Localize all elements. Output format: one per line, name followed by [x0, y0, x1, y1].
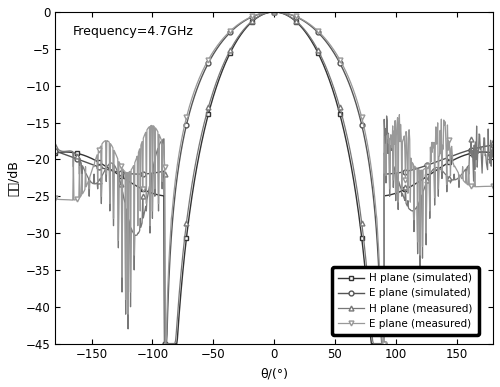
Y-axis label: 幅度/dB: 幅度/dB	[7, 160, 20, 196]
H plane (measured)	[451, 172, 457, 176]
E plane (measured)	[311, 26, 317, 30]
H plane (simulated)	[52, 151, 58, 156]
H plane (simulated)	[268, 10, 274, 14]
H plane (simulated)	[354, 202, 360, 207]
H plane (measured)	[168, 341, 173, 346]
H plane (simulated)	[148, 190, 154, 195]
E plane (measured)	[490, 183, 496, 188]
H plane (simulated)	[311, 43, 317, 48]
E plane (measured)	[168, 228, 173, 233]
E plane (measured)	[451, 164, 457, 169]
H plane (measured)	[271, 10, 277, 14]
E plane (measured)	[148, 123, 154, 128]
E plane (measured)	[271, 10, 277, 14]
X-axis label: θ/(°): θ/(°)	[260, 367, 288, 380]
E plane (simulated)	[168, 244, 173, 248]
H plane (measured)	[52, 144, 58, 149]
Line: E plane (simulated): E plane (simulated)	[52, 10, 496, 346]
H plane (simulated)	[451, 158, 457, 162]
E plane (simulated)	[354, 106, 360, 111]
E plane (measured)	[162, 341, 168, 346]
H plane (measured)	[148, 174, 154, 179]
H plane (measured)	[354, 190, 360, 194]
Line: H plane (simulated): H plane (simulated)	[52, 10, 496, 346]
E plane (simulated)	[148, 171, 154, 176]
H plane (measured)	[490, 140, 496, 144]
E plane (measured)	[268, 10, 274, 14]
H plane (simulated)	[162, 341, 168, 346]
Line: E plane (measured): E plane (measured)	[52, 10, 496, 346]
E plane (simulated)	[451, 153, 457, 158]
E plane (simulated)	[52, 149, 58, 153]
Legend: H plane (simulated), E plane (simulated), H plane (measured), E plane (measured): H plane (simulated), E plane (simulated)…	[332, 267, 479, 335]
E plane (simulated)	[268, 10, 274, 14]
H plane (simulated)	[168, 341, 173, 346]
H plane (measured)	[162, 341, 168, 346]
E plane (measured)	[52, 196, 58, 201]
Line: H plane (measured): H plane (measured)	[52, 10, 496, 346]
E plane (simulated)	[490, 143, 496, 147]
E plane (simulated)	[162, 341, 168, 346]
H plane (simulated)	[271, 10, 277, 14]
E plane (measured)	[354, 99, 360, 104]
E plane (simulated)	[311, 27, 317, 31]
H plane (measured)	[268, 10, 274, 14]
Text: Frequency=4.7GHz: Frequency=4.7GHz	[72, 25, 194, 38]
H plane (simulated)	[490, 151, 496, 156]
E plane (simulated)	[271, 10, 277, 14]
H plane (measured)	[311, 41, 317, 46]
